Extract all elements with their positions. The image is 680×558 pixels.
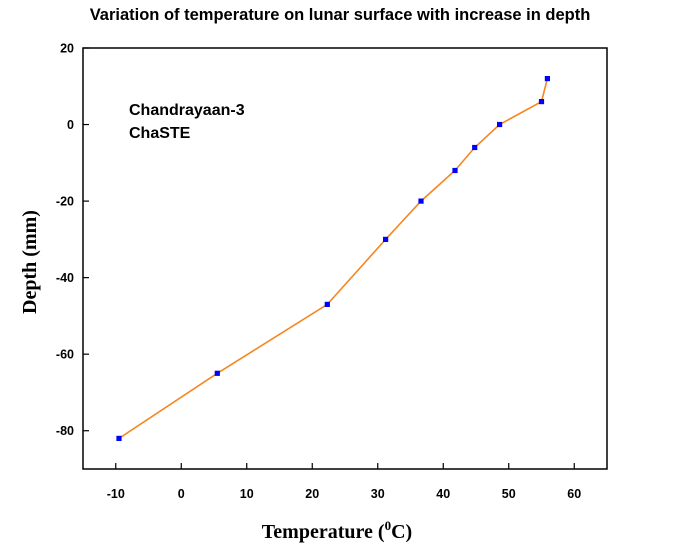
- x-axis-unit-sup: 0: [385, 518, 392, 533]
- x-tick-label: 60: [567, 487, 581, 501]
- x-axis-unit: C: [391, 521, 405, 543]
- y-tick-label: -20: [56, 195, 74, 209]
- x-tick-label: 20: [305, 487, 319, 501]
- series-line: [118, 78, 549, 440]
- x-tick-label: 40: [436, 487, 450, 501]
- x-tick-label: 10: [240, 487, 254, 501]
- data-point: [324, 301, 330, 307]
- x-axis-label: Temperature (0C): [262, 518, 412, 543]
- data-point: [383, 236, 389, 242]
- y-tick-label: 0: [67, 118, 74, 132]
- data-point: [544, 76, 550, 82]
- y-axis-label: Depth (mm): [19, 210, 41, 314]
- data-point: [116, 435, 122, 441]
- y-tick-label: -80: [56, 424, 74, 438]
- data-point: [452, 167, 458, 174]
- data-point: [497, 121, 503, 128]
- x-tick-label: 50: [502, 487, 516, 501]
- y-axis-ticks: 20 0 -20 -40 -60 -80: [56, 42, 89, 438]
- y-tick-label: -40: [56, 271, 74, 285]
- y-tick-label: 20: [60, 42, 74, 56]
- plot-area-frame: [82, 47, 608, 470]
- annotation-mission: Chandrayaan-3: [129, 102, 245, 119]
- data-point: [418, 198, 424, 204]
- x-tick-label: 30: [371, 487, 385, 501]
- y-tick-label: -60: [56, 348, 74, 362]
- x-tick-label: 0: [178, 487, 185, 501]
- data-point: [214, 370, 220, 376]
- x-axis-ticks: -10 0 10 20 30 40 50 60: [107, 463, 581, 501]
- x-tick-label: -10: [107, 487, 125, 501]
- x-axis-label-text: Temperature: [262, 521, 373, 543]
- chart-title: Variation of temperature on lunar surfac…: [89, 6, 591, 24]
- data-point: [472, 144, 478, 151]
- annotation-instrument: ChaSTE: [129, 125, 191, 142]
- data-point: [538, 99, 545, 105]
- series-layer: [116, 76, 550, 441]
